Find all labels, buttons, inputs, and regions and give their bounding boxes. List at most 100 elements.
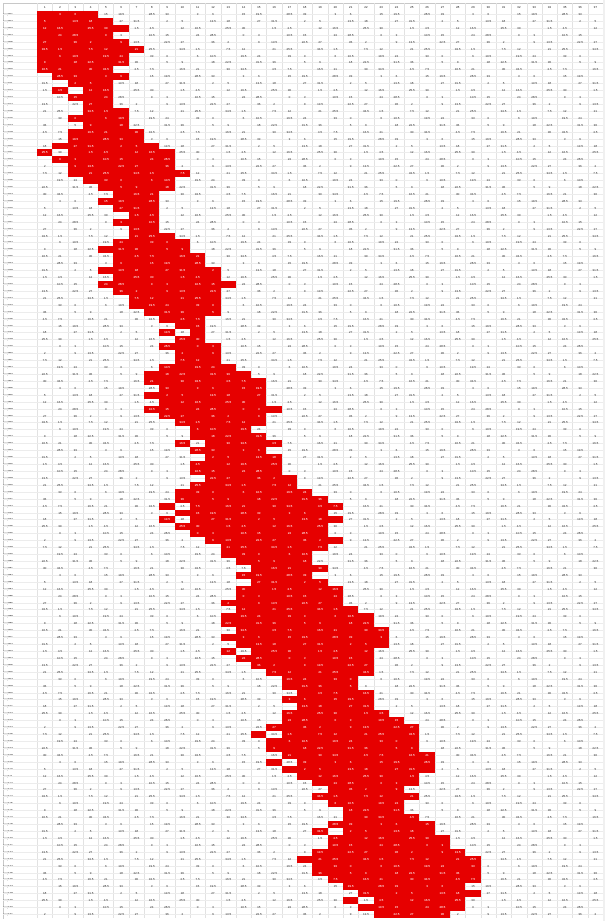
table-cell[interactable]: 30: [374, 399, 389, 406]
table-cell[interactable]: 3: [511, 634, 526, 641]
table-cell[interactable]: 2: [588, 163, 603, 170]
table-cell[interactable]: [435, 856, 450, 863]
table-cell[interactable]: 19.5: [511, 53, 526, 60]
table-cell[interactable]: 25.5: [236, 170, 251, 177]
table-cell[interactable]: [190, 558, 205, 565]
table-cell[interactable]: 21: [175, 669, 190, 676]
table-cell[interactable]: 12: [496, 835, 511, 842]
table-cell[interactable]: 21: [129, 793, 144, 800]
table-cell[interactable]: 16.5: [588, 253, 603, 260]
table-cell[interactable]: 22.5: [588, 558, 603, 565]
table-cell[interactable]: 1.5: [83, 149, 98, 156]
table-cell[interactable]: 15: [113, 343, 128, 350]
table-cell[interactable]: 22.5: [68, 475, 83, 482]
table-cell[interactable]: 0: [52, 717, 67, 724]
table-cell[interactable]: [282, 662, 297, 669]
column-header[interactable]: 31: [496, 3, 511, 11]
table-cell[interactable]: [358, 634, 373, 641]
table-cell[interactable]: 28.5: [144, 198, 159, 205]
table-cell[interactable]: [572, 503, 587, 510]
table-cell[interactable]: 1.5: [52, 793, 67, 800]
table-cell[interactable]: 25.5: [404, 835, 419, 842]
table-cell[interactable]: [588, 717, 603, 724]
column-header[interactable]: 33: [527, 3, 542, 11]
table-cell[interactable]: 24: [374, 94, 389, 101]
table-cell[interactable]: 16.5: [52, 399, 67, 406]
table-cell[interactable]: 33: [389, 510, 404, 517]
table-cell[interactable]: 28.5: [144, 11, 159, 18]
table-cell[interactable]: [450, 385, 465, 392]
table-cell[interactable]: 36: [297, 724, 312, 731]
table-cell[interactable]: [190, 122, 205, 129]
table-cell[interactable]: 2: [266, 101, 281, 108]
table-cell[interactable]: 31.5: [266, 766, 281, 773]
table-cell[interactable]: 9: [542, 184, 557, 191]
table-cell[interactable]: 18: [481, 807, 496, 814]
table-cell[interactable]: 13.5: [83, 537, 98, 544]
table-cell[interactable]: 19.5: [419, 489, 434, 496]
table-cell[interactable]: 21: [221, 544, 236, 551]
table-cell[interactable]: 33: [282, 426, 297, 433]
table-cell[interactable]: 19.5: [511, 426, 526, 433]
table-cell[interactable]: 13.5: [343, 579, 358, 586]
table-cell[interactable]: [389, 108, 404, 115]
table-cell[interactable]: 36: [175, 496, 190, 503]
table-cell[interactable]: [527, 212, 542, 219]
table-cell[interactable]: 12: [404, 336, 419, 343]
table-cell[interactable]: [98, 516, 113, 523]
table-cell[interactable]: 34.5: [98, 814, 113, 821]
table-cell[interactable]: 10.5: [389, 115, 404, 122]
table-cell[interactable]: 7.5: [312, 170, 327, 177]
table-cell[interactable]: 10.5: [572, 177, 587, 184]
table-cell[interactable]: 6: [144, 738, 159, 745]
table-cell[interactable]: 31.5: [481, 371, 496, 378]
table-cell[interactable]: 3: [297, 94, 312, 101]
table-cell[interactable]: 21: [144, 752, 159, 759]
table-cell[interactable]: 22.5: [159, 413, 174, 420]
table-cell[interactable]: 16.5: [450, 66, 465, 73]
table-cell[interactable]: 3: [557, 136, 572, 143]
table-cell[interactable]: [37, 593, 52, 600]
table-cell[interactable]: [588, 676, 603, 683]
table-cell[interactable]: 5: [251, 371, 266, 378]
table-cell[interactable]: 30: [404, 876, 419, 883]
table-cell[interactable]: 18: [542, 80, 557, 87]
table-cell[interactable]: 7.5: [450, 357, 465, 364]
table-cell[interactable]: 4.5: [557, 773, 572, 780]
table-cell[interactable]: 15: [328, 510, 343, 517]
table-cell[interactable]: [221, 759, 236, 766]
table-cell[interactable]: 18: [450, 516, 465, 523]
table-cell[interactable]: [205, 503, 220, 510]
table-cell[interactable]: 27: [113, 18, 128, 25]
table-cell[interactable]: 33: [343, 447, 358, 454]
table-cell[interactable]: 25.5: [419, 233, 434, 240]
table-cell[interactable]: 18: [312, 516, 327, 523]
table-cell[interactable]: 28.5: [282, 11, 297, 18]
table-cell[interactable]: 25.5: [236, 731, 251, 738]
table-cell[interactable]: [98, 288, 113, 295]
table-cell[interactable]: 18: [83, 205, 98, 212]
table-cell[interactable]: 1.5: [450, 461, 465, 468]
table-cell[interactable]: 6: [52, 426, 67, 433]
table-cell[interactable]: 25.5: [37, 523, 52, 530]
table-cell[interactable]: 31.5: [251, 433, 266, 440]
table-cell[interactable]: [511, 870, 526, 877]
table-cell[interactable]: 24: [68, 738, 83, 745]
table-cell[interactable]: 4.5: [190, 835, 205, 842]
table-cell[interactable]: 6: [557, 551, 572, 558]
table-cell[interactable]: [572, 87, 587, 94]
table-cell[interactable]: 2: [37, 537, 52, 544]
table-cell[interactable]: 24: [113, 426, 128, 433]
table-cell[interactable]: [572, 482, 587, 489]
table-cell[interactable]: [297, 378, 312, 385]
table-cell[interactable]: [572, 710, 587, 717]
table-cell[interactable]: 2: [221, 413, 236, 420]
table-cell[interactable]: 1.5: [236, 669, 251, 676]
table-cell[interactable]: 34.5: [221, 295, 236, 302]
table-cell[interactable]: [419, 662, 434, 669]
table-cell[interactable]: [297, 440, 312, 447]
table-cell[interactable]: 24: [557, 530, 572, 537]
table-cell[interactable]: [83, 11, 98, 18]
table-cell[interactable]: 0: [389, 177, 404, 184]
table-cell[interactable]: 13.5: [113, 641, 128, 648]
